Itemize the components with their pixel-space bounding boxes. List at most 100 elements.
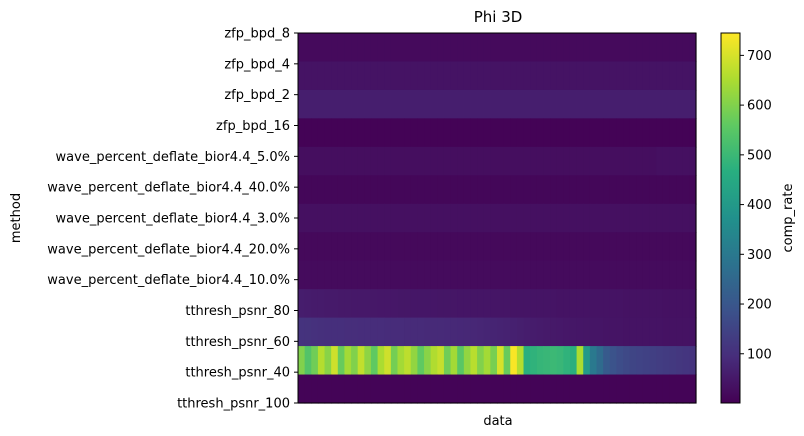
heatmap-cell <box>516 374 525 404</box>
heatmap-cell <box>583 232 591 262</box>
heatmap-cell <box>556 33 564 63</box>
heatmap-cell <box>576 146 584 176</box>
heatmap-cell <box>510 61 518 91</box>
heatmap-cell <box>351 33 359 63</box>
heatmap-cell <box>576 118 584 148</box>
heatmap-cell <box>603 374 611 404</box>
heatmap-cell <box>623 260 631 290</box>
heatmap-cell <box>390 61 399 91</box>
heatmap-cell <box>589 146 598 176</box>
heatmap-cell <box>623 118 631 148</box>
heatmap-cell <box>477 260 485 290</box>
heatmap-cell <box>523 175 531 205</box>
heatmap-cell <box>311 289 319 319</box>
heatmap-cell <box>497 89 505 119</box>
heatmap-cell <box>676 89 684 119</box>
heatmap-cell <box>463 289 472 319</box>
heatmap-cell <box>603 175 611 205</box>
heatmap-cell <box>642 118 651 148</box>
heatmap-cell <box>457 33 465 63</box>
heatmap-cell <box>550 203 558 233</box>
heatmap-cell <box>410 260 418 290</box>
heatmap-cell <box>357 61 365 91</box>
heatmap-cell <box>609 203 617 233</box>
heatmap-cell <box>497 346 505 376</box>
heatmap-cell <box>317 118 326 148</box>
heatmap-cell <box>377 346 385 376</box>
heatmap-cell <box>397 374 405 404</box>
heatmap-cell <box>324 175 332 205</box>
heatmap-cell <box>497 260 505 290</box>
heatmap-cell <box>430 89 438 119</box>
colorbar-tick-label: 200 <box>747 298 772 313</box>
heatmap-cell <box>390 89 399 119</box>
heatmap-cell <box>331 33 339 63</box>
heatmap-cell <box>298 232 306 262</box>
heatmap-cell <box>410 146 418 176</box>
heatmap-cell <box>364 289 372 319</box>
heatmap-cell <box>450 260 458 290</box>
heatmap-cell <box>583 317 591 347</box>
heatmap-cell <box>404 289 412 319</box>
heatmap-cell <box>510 203 518 233</box>
heatmap-cell <box>596 203 604 233</box>
heatmap-cell <box>556 175 564 205</box>
heatmap-cell <box>417 317 425 347</box>
heatmap-cell <box>324 61 332 91</box>
heatmap-cell <box>390 260 399 290</box>
heatmap-cell <box>397 146 405 176</box>
heatmap-cell <box>450 317 458 347</box>
colorbar-ticks: 100 200 300 400 500 600 700 <box>740 49 772 362</box>
heatmap-cell <box>470 146 478 176</box>
heatmap-cell <box>390 118 399 148</box>
heatmap-cell <box>317 232 326 262</box>
heatmap-cell <box>510 374 518 404</box>
heatmap-cell <box>377 61 385 91</box>
heatmap-cell <box>370 260 379 290</box>
heatmap-cell <box>649 260 657 290</box>
heatmap-cell <box>510 146 518 176</box>
heatmap-cell <box>497 232 505 262</box>
heatmap-cell <box>437 232 445 262</box>
heatmap-cell <box>510 232 518 262</box>
heatmap-cell <box>563 33 571 63</box>
heatmap-cell <box>490 33 498 63</box>
heatmap-cell <box>543 232 551 262</box>
y-tick-label: zfp_bpd_2 <box>224 88 290 103</box>
heatmap-cell <box>483 118 491 148</box>
heatmap-cell <box>337 89 346 119</box>
heatmap-cell <box>536 175 545 205</box>
heatmap-cell <box>370 146 379 176</box>
heatmap-cell <box>483 203 491 233</box>
heatmap-cell <box>337 61 346 91</box>
heatmap-cell <box>629 346 637 376</box>
heatmap-cell <box>576 203 584 233</box>
heatmap-cell <box>550 317 558 347</box>
heatmap-cell <box>563 175 571 205</box>
heatmap-cell <box>490 203 498 233</box>
heatmap-cell <box>563 289 571 319</box>
heatmap-cell <box>516 317 525 347</box>
heatmap-cell <box>324 203 332 233</box>
heatmap-cell <box>317 175 326 205</box>
heatmap-cell <box>364 118 372 148</box>
heatmap-cell <box>404 260 412 290</box>
heatmap-cell <box>556 232 564 262</box>
heatmap-cell <box>623 203 631 233</box>
heatmap-cell <box>370 203 379 233</box>
heatmap-cell <box>589 203 598 233</box>
heatmap-cell <box>649 146 657 176</box>
heatmap-cell <box>649 232 657 262</box>
y-tick-label: wave_percent_deflate_bior4.4_5.0% <box>56 150 290 165</box>
heatmap-cell <box>357 374 365 404</box>
heatmap-cell <box>536 89 545 119</box>
heatmap-cell <box>477 61 485 91</box>
heatmap-cell <box>543 289 551 319</box>
heatmap-cell <box>483 175 491 205</box>
heatmap-cell <box>583 203 591 233</box>
heatmap-cell <box>569 89 578 119</box>
heatmap-cell <box>424 175 432 205</box>
heatmap-cell <box>404 61 412 91</box>
heatmap-cell <box>536 118 545 148</box>
heatmap-cell <box>417 118 425 148</box>
